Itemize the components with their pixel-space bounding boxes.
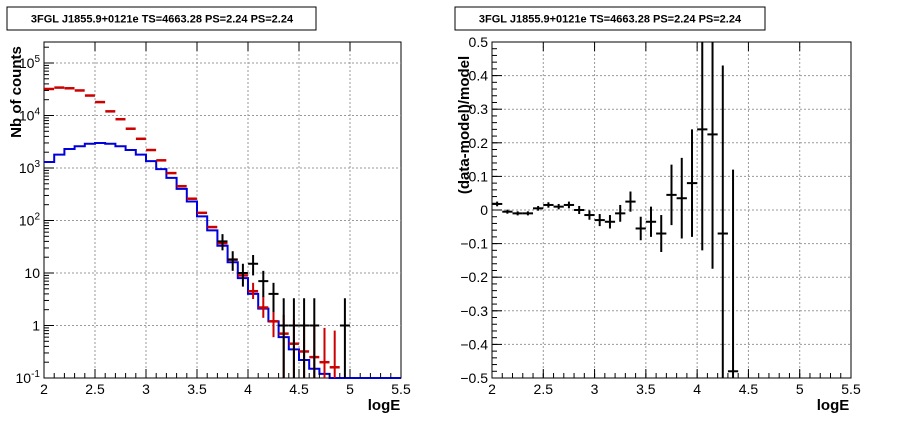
- left-x-tick-label: 5: [346, 381, 354, 397]
- left-y-tick-label: 103: [19, 159, 41, 176]
- left-y-tick-label: 10: [24, 265, 40, 281]
- right-x-tick-label: 2.5: [534, 381, 554, 397]
- left-x-tick-label: 4: [244, 381, 252, 397]
- model-source-histogram-line: [44, 141, 401, 379]
- left-title-box: [6, 6, 317, 31]
- left-y-tick-label: 104: [19, 107, 41, 124]
- right-y-tick-label: −0.4: [460, 336, 488, 352]
- right-x-tick-label: 4: [693, 381, 701, 397]
- right-y-tick-label: −0.5: [460, 370, 488, 386]
- left-plot-frame: [43, 41, 402, 379]
- left-y-tick-label: 1: [32, 318, 40, 334]
- right-y-tick-label: −0.1: [460, 236, 488, 252]
- left-x-tick-label: 3: [142, 381, 150, 397]
- right-y-tick-label: 0: [480, 202, 488, 218]
- left-x-axis-label: logE: [368, 397, 401, 414]
- left-x-tick-label: 2: [40, 381, 48, 397]
- left-x-tick-label: 2.5: [85, 381, 105, 397]
- right-chart-title: 3FGL J1855.9+0121e TS=4663.28 PS=2.24 PS…: [479, 14, 742, 26]
- right-y-axis-label: (data-model)/model: [456, 56, 473, 194]
- left-y-tick-label: 10-1: [16, 369, 41, 386]
- right-x-tick-label: 3: [591, 381, 599, 397]
- left-y-axis-label: Nb of counts: [8, 46, 25, 138]
- right-y-tick-label: 0.2: [469, 135, 489, 151]
- right-y-tick-label: 0.3: [469, 101, 489, 117]
- left-x-tick-label: 5.5: [391, 381, 411, 397]
- left-chart-title: 3FGL J1855.9+0121e TS=4663.28 PS=2.24 PS…: [31, 14, 294, 26]
- right-y-tick-label: −0.2: [460, 269, 488, 285]
- right-x-tick-label: 2: [488, 381, 496, 397]
- right-x-axis-label: logE: [817, 397, 850, 414]
- right-x-tick-label: 5: [796, 381, 804, 397]
- right-x-tick-label: 3.5: [636, 381, 656, 397]
- right-y-tick-label: 0.1: [469, 168, 489, 184]
- right-y-tick-label: −0.3: [460, 303, 488, 319]
- right-y-tick-label: 0.5: [469, 34, 489, 50]
- left-x-tick-label: 3.5: [187, 381, 207, 397]
- right-title-box: [454, 6, 766, 31]
- left-x-tick-label: 4.5: [289, 381, 309, 397]
- right-x-tick-label: 5.5: [841, 381, 861, 397]
- right-y-tick-label: 0.4: [469, 68, 489, 84]
- right-x-tick-label: 4.5: [739, 381, 759, 397]
- left-y-tick-label: 105: [19, 54, 41, 71]
- left-y-tick-label: 102: [19, 212, 41, 229]
